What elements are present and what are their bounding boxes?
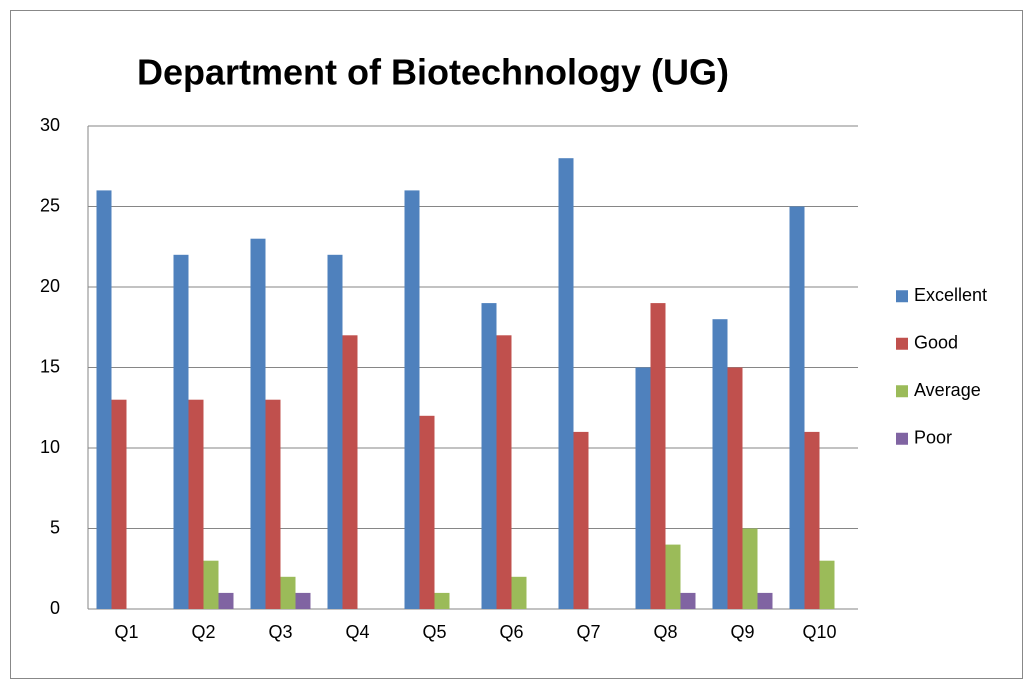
- bar: [511, 576, 527, 609]
- bar: [265, 399, 281, 609]
- bar: [635, 367, 651, 609]
- bar: [496, 335, 512, 609]
- bar: [203, 560, 219, 609]
- legend-swatch: [896, 290, 908, 303]
- legend-label: Poor: [914, 428, 952, 448]
- bar: [250, 238, 266, 609]
- bar: [727, 367, 743, 609]
- chart-title: Department of Biotechnology (UG): [137, 52, 729, 93]
- x-tick-label: Q10: [802, 622, 836, 642]
- bar: [295, 592, 311, 609]
- y-tick-label: 0: [50, 598, 60, 618]
- bar: [712, 319, 728, 609]
- bar: [434, 592, 450, 609]
- bar: [665, 544, 681, 609]
- bar: [789, 206, 805, 609]
- legend-swatch: [896, 385, 908, 398]
- bar: [573, 431, 589, 609]
- bar: [404, 190, 420, 609]
- bar: [558, 158, 574, 609]
- bar: [96, 190, 112, 609]
- bar: [280, 576, 296, 609]
- bar: [419, 415, 435, 609]
- bar: [757, 592, 773, 609]
- x-tick-label: Q9: [730, 622, 754, 642]
- legend-swatch: [896, 432, 908, 445]
- bar: [819, 560, 835, 609]
- bar: [481, 303, 497, 609]
- bar: [742, 528, 758, 609]
- x-tick-label: Q6: [499, 622, 523, 642]
- legend-swatch: [896, 337, 908, 350]
- bar: [804, 431, 820, 609]
- legend-label: Excellent: [914, 285, 987, 305]
- y-tick-label: 15: [40, 356, 60, 376]
- bar: [218, 592, 234, 609]
- x-tick-label: Q2: [191, 622, 215, 642]
- bar: [650, 303, 666, 609]
- x-tick-label: Q3: [268, 622, 292, 642]
- bar: [173, 254, 189, 610]
- x-tick-label: Q7: [576, 622, 600, 642]
- bar: [680, 592, 696, 609]
- x-tick-label: Q1: [114, 622, 138, 642]
- bar: [327, 254, 343, 610]
- bar: [188, 399, 204, 609]
- y-tick-label: 30: [40, 115, 60, 135]
- y-tick-label: 25: [40, 195, 60, 215]
- y-tick-label: 5: [50, 517, 60, 537]
- y-tick-label: 20: [40, 276, 60, 296]
- x-tick-label: Q8: [653, 622, 677, 642]
- legend-label: Average: [914, 380, 981, 400]
- x-tick-label: Q4: [345, 622, 369, 642]
- bar: [111, 399, 127, 609]
- x-tick-label: Q5: [422, 622, 446, 642]
- legend-label: Good: [914, 333, 958, 353]
- bar: [342, 335, 358, 609]
- y-tick-label: 10: [40, 437, 60, 457]
